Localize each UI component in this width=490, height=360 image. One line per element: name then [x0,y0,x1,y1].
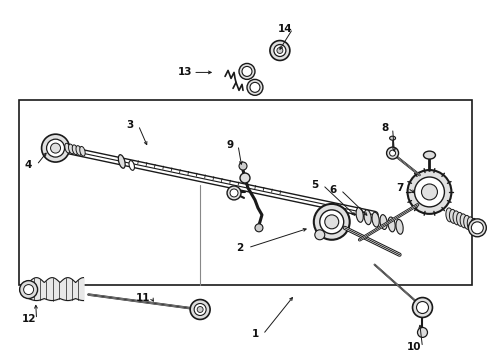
Ellipse shape [446,208,453,222]
Text: 2: 2 [236,243,244,253]
Circle shape [270,41,290,60]
Ellipse shape [372,212,379,227]
Circle shape [197,306,203,312]
Text: 12: 12 [22,314,36,324]
Circle shape [190,300,210,319]
Ellipse shape [129,161,134,170]
Circle shape [239,63,255,80]
Bar [19,100,472,285]
Ellipse shape [467,217,474,231]
Text: 14: 14 [277,24,292,33]
Ellipse shape [388,217,395,232]
Ellipse shape [80,147,85,156]
Ellipse shape [69,144,74,154]
Circle shape [416,302,428,314]
Text: 13: 13 [178,67,193,77]
Ellipse shape [453,211,460,225]
Ellipse shape [380,215,387,229]
Circle shape [468,219,486,237]
Text: 4: 4 [25,160,32,170]
Text: 6: 6 [329,185,336,195]
Circle shape [194,303,206,315]
Circle shape [242,67,252,76]
Circle shape [387,147,398,159]
Circle shape [277,48,283,54]
Ellipse shape [464,215,471,229]
Text: 8: 8 [381,123,388,133]
Text: 5: 5 [311,180,318,190]
Circle shape [250,82,260,92]
Ellipse shape [65,143,70,153]
Circle shape [24,285,34,294]
Circle shape [230,189,238,197]
Ellipse shape [390,136,395,140]
Text: 1: 1 [251,329,259,339]
Ellipse shape [471,219,478,232]
Ellipse shape [396,219,403,234]
Ellipse shape [364,210,371,225]
Ellipse shape [72,145,78,154]
Circle shape [390,150,395,156]
Circle shape [325,215,339,229]
Circle shape [415,177,444,207]
Circle shape [408,170,451,214]
Text: 11: 11 [136,293,150,302]
Circle shape [240,173,250,183]
Circle shape [42,134,70,162]
Text: 9: 9 [226,140,234,150]
Circle shape [421,184,438,200]
Circle shape [274,45,286,57]
Ellipse shape [423,151,436,159]
Ellipse shape [76,146,81,156]
Circle shape [20,280,38,298]
Circle shape [314,204,350,240]
Circle shape [227,186,241,200]
Circle shape [413,298,433,318]
Circle shape [247,80,263,95]
Circle shape [255,224,263,232]
Circle shape [50,143,61,153]
Text: 3: 3 [127,120,134,130]
Text: 7: 7 [396,183,403,193]
Text: 10: 10 [407,342,422,352]
Circle shape [239,162,247,170]
Ellipse shape [356,207,363,222]
Circle shape [471,222,483,234]
Ellipse shape [119,155,125,168]
Circle shape [417,328,427,337]
Circle shape [320,210,343,234]
Circle shape [315,230,325,240]
Circle shape [47,139,65,157]
Ellipse shape [457,212,464,226]
Ellipse shape [449,210,457,223]
Ellipse shape [460,214,467,228]
